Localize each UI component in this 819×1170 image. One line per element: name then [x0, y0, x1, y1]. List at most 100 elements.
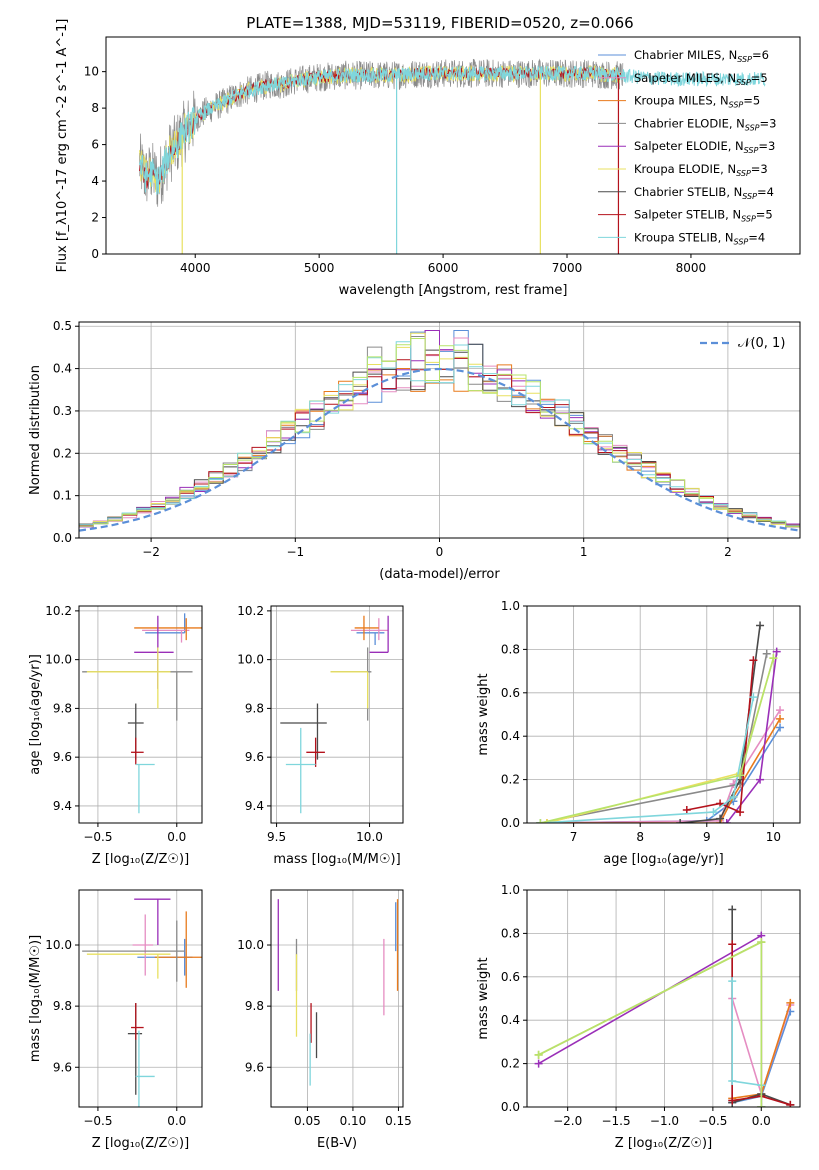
histogram-series: [79, 341, 800, 527]
weight-line: [538, 940, 763, 1107]
y-axis-label: mass weight: [476, 957, 491, 1039]
figure-title: PLATE=1388, MJD=53119, FIBERID=0520, z=0…: [246, 14, 633, 32]
mass-vs-extinction-panel: 0.05 0.10 0.15 9.6 9.8 10.0 E(B-V): [237, 889, 412, 1151]
x-tick-label: 8000: [676, 261, 707, 275]
y-tick-label: 0.8: [501, 926, 520, 940]
weight-marker: [676, 819, 685, 823]
x-tick-label: 0.0: [167, 830, 186, 844]
y-tick-label: 0.6: [501, 686, 520, 700]
weight-marker: [682, 805, 691, 814]
weight-line: [546, 657, 775, 823]
weight-marker: [728, 905, 737, 914]
weight-marker: [728, 1096, 737, 1105]
spectrum-panel: 4000 5000 6000 7000 8000 0 2 4 6 8 10 wavelength [A…: [55, 19, 801, 298]
spectrum-data-trace: [139, 58, 624, 207]
y-tick-label: 10.2: [45, 604, 72, 618]
spectrum-legend: Chabrier MILES, NSSP=6 Salpeter MILES, NS…: [598, 48, 776, 246]
weight-marker: [776, 714, 785, 723]
plot-area: [277, 899, 399, 1086]
axes-frame: [78, 605, 203, 824]
weight-line: [540, 657, 775, 823]
age-vs-mass-panel: 9.5 10.0 9.4 9.6 9.8 10.0 10.2 mass [log₁₀(M/M☉…: [237, 604, 404, 867]
x-axis-label: Z [log₁₀(Z/Z☉)]: [92, 852, 189, 867]
y-tick-label: 9.8: [245, 701, 264, 715]
y-tick-label: 0.5: [53, 319, 72, 333]
y-axis-label: age [log₁₀(age/yr)]: [28, 654, 43, 775]
weight-line: [538, 940, 763, 1107]
weight-marker: [716, 814, 725, 823]
x-axis-label: Z [log₁₀(Z/Z☉)]: [92, 1136, 189, 1151]
weight-marker: [736, 771, 745, 780]
spectrum-model-trace: [139, 66, 624, 189]
weight-marker: [542, 819, 551, 823]
x-tick-label: 1: [580, 545, 588, 559]
weight-marker: [772, 647, 781, 656]
y-tick-label: 6: [91, 138, 99, 152]
weight-marker: [769, 654, 778, 663]
x-tick-label: 10: [766, 830, 781, 844]
weight-marker: [534, 1059, 543, 1068]
y-tick-label: 9.6: [245, 750, 264, 764]
legend-label: Kroupa STELIB, NSSP=4: [634, 230, 765, 246]
y-tick-label: 10: [84, 65, 99, 79]
x-tick-label: 0.15: [385, 1114, 412, 1128]
y-tick-label: 9.8: [53, 701, 72, 715]
y-tick-label: 0.4: [53, 362, 72, 376]
x-tick-label: −0.5: [83, 1114, 112, 1128]
spectrum-model-trace: [139, 65, 624, 193]
x-tick-label: 9.5: [267, 830, 286, 844]
weight-line: [538, 940, 763, 1107]
y-tick-label: 0.4: [501, 729, 520, 743]
x-tick-label: −0.5: [698, 1114, 727, 1128]
y-tick-label: 8: [91, 101, 99, 115]
y-tick-label: 1.0: [501, 883, 520, 897]
y-axis-label: mass [log₁₀(M/M☉)]: [28, 935, 43, 1062]
weight-marker: [728, 940, 737, 949]
weight-marker: [786, 1100, 795, 1107]
y-tick-label: 0.2: [501, 1057, 520, 1071]
weight-line: [547, 718, 781, 823]
plot-area: [79, 330, 800, 532]
weight-vs-age-panel: 7 8 9 10 0.0 0.2 0.4 0.6 0.8 1.0 age [log₁₀(age/yr…: [476, 599, 801, 867]
x-tick-label: 4000: [180, 261, 211, 275]
x-tick-label: 0.10: [340, 1114, 367, 1128]
y-tick-label: 0: [91, 247, 99, 261]
x-tick-label: −2.0: [553, 1114, 582, 1128]
weight-marker: [786, 998, 795, 1007]
y-tick-label: 0.3: [53, 404, 72, 418]
weight-marker: [722, 819, 731, 823]
weight-marker: [749, 656, 758, 665]
x-tick-label: 0.0: [167, 1114, 186, 1128]
y-tick-label: 9.4: [53, 799, 72, 813]
y-axis-label: mass weight: [476, 673, 491, 755]
axes-frame: [526, 605, 801, 824]
x-axis-label: age [log₁₀(age/yr)]: [603, 852, 724, 867]
x-tick-label: 0.0: [752, 1114, 771, 1128]
weight-marker: [757, 938, 766, 947]
y-tick-label: 9.8: [53, 999, 72, 1013]
x-tick-label: 0: [436, 545, 444, 559]
weight-marker: [756, 621, 765, 630]
legend-label: Chabrier MILES, NSSP=6: [634, 48, 769, 64]
legend-label: Salpeter ELODIE, NSSP=3: [634, 139, 775, 155]
weight-line: [686, 660, 755, 814]
plot-area: [536, 621, 785, 823]
weight-vs-metallicity-panel: −2.0 −1.5 −1.0 −0.5 0.0 0.0 0.2 0.4 0.6 0.8 1.0 Z […: [476, 883, 801, 1151]
normal-distribution-curve: [79, 367, 800, 532]
y-tick-label: 9.6: [53, 1060, 72, 1074]
y-tick-label: 10.0: [237, 653, 264, 667]
axes-frame: [78, 889, 203, 1108]
weight-marker: [776, 706, 785, 715]
y-axis-label: Normed distribution: [28, 365, 43, 495]
weight-marker: [736, 808, 745, 817]
y-tick-label: 0.6: [501, 970, 520, 984]
x-axis-label: E(B-V): [317, 1136, 357, 1151]
weight-marker: [756, 775, 765, 784]
y-tick-label: 0.2: [53, 446, 72, 460]
x-tick-label: 5000: [304, 261, 335, 275]
y-tick-label: 10.0: [45, 653, 72, 667]
x-axis-label: wavelength [Angstrom, rest frame]: [339, 283, 568, 298]
y-axis-label: Flux [f_λ10^-17 erg cm^-2 s^-1 A^-1]: [55, 19, 70, 273]
y-tick-label: 4: [91, 174, 99, 188]
y-tick-label: 0.0: [53, 531, 72, 545]
